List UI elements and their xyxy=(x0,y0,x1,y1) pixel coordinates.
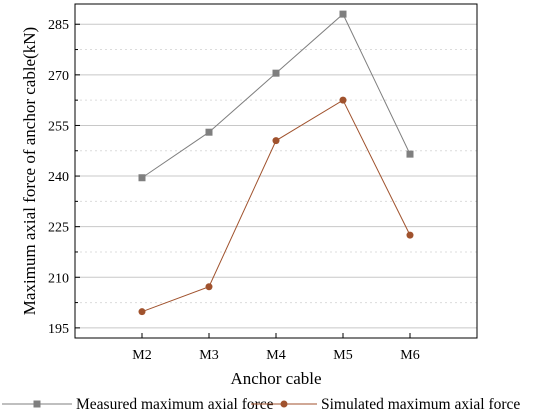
y-tick-label: 210 xyxy=(48,271,69,286)
x-tick-label: M6 xyxy=(400,348,419,363)
y-tick-label: 195 xyxy=(48,322,69,337)
y-axis: 195 210 225 240 255 270 285 xyxy=(48,18,80,337)
data-point-measured xyxy=(205,128,213,136)
y-tick-label: 270 xyxy=(48,69,69,84)
data-point-measured xyxy=(138,174,146,182)
series-line-simulated xyxy=(141,99,411,313)
legend-item-simulated: Simulated maximum axial force xyxy=(251,396,520,413)
y-tick-label: 240 xyxy=(48,170,69,185)
legend-item-measured: Measured maximum axial force xyxy=(2,396,274,413)
data-point-simulated xyxy=(339,96,347,104)
data-point-measured xyxy=(272,69,280,77)
data-point-simulated xyxy=(272,137,280,145)
y-tick-label: 285 xyxy=(48,18,69,33)
data-point-simulated xyxy=(406,231,414,239)
y-tick-label: 255 xyxy=(48,119,69,134)
x-axis-title: Anchor cable xyxy=(230,369,321,388)
data-point-simulated xyxy=(205,283,213,291)
legend-marker-measured xyxy=(33,400,41,408)
data-point-simulated xyxy=(138,308,146,316)
legend-marker-simulated xyxy=(280,400,288,408)
legend: Measured maximum axial force Simulated m… xyxy=(2,396,520,413)
y-axis-title: Maximum axial force of anchor cable(kN) xyxy=(20,27,39,315)
plot-frame xyxy=(74,3,478,339)
x-tick-label: M4 xyxy=(266,348,285,363)
y-tick-label: 225 xyxy=(48,221,69,236)
data-point-measured xyxy=(406,150,414,158)
series-layer xyxy=(138,10,414,316)
legend-label-measured: Measured maximum axial force xyxy=(76,396,274,413)
x-tick-label: M2 xyxy=(132,348,151,363)
x-axis: M2 M3 M4 M5 M6 xyxy=(132,333,420,363)
x-tick-label: M5 xyxy=(333,348,352,363)
x-tick-label: M3 xyxy=(199,348,218,363)
data-point-measured xyxy=(339,10,347,18)
legend-label-simulated: Simulated maximum axial force xyxy=(321,396,520,413)
